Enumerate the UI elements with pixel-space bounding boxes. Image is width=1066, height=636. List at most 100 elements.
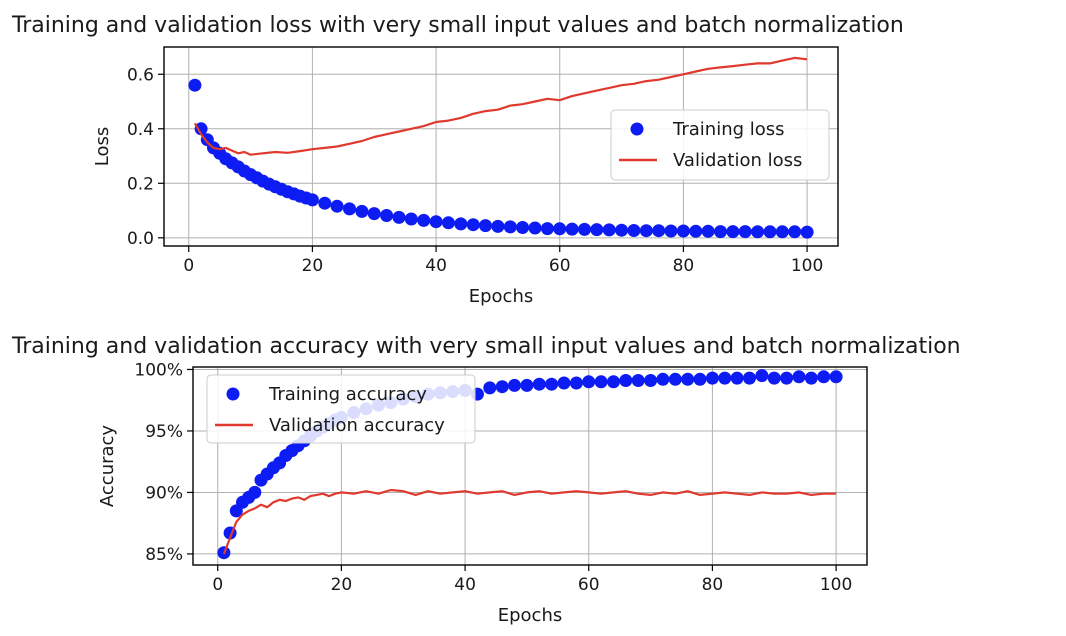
training-loss-point: [726, 225, 740, 239]
training-loss-point: [788, 225, 802, 239]
training-accuracy-point: [631, 374, 645, 387]
loss-plot-frame: [163, 46, 839, 247]
training-loss-point: [367, 207, 381, 221]
training-accuracy-point: [829, 370, 843, 384]
training-accuracy-point: [767, 371, 781, 385]
training-accuracy-point: [817, 370, 831, 384]
training-loss-legend-marker: [630, 122, 644, 136]
training-loss-point: [701, 224, 715, 238]
validation-accuracy-legend-label: Validation accuracy: [269, 415, 445, 436]
training-loss-point: [516, 221, 530, 234]
training-accuracy-point: [582, 375, 596, 389]
training-accuracy-point: [656, 372, 670, 386]
training-loss-point: [404, 212, 418, 226]
training-accuracy-point: [495, 380, 509, 394]
training-loss-point: [491, 219, 505, 233]
accuracy-y-tick-label: 100%: [134, 360, 183, 380]
loss-y-tick-label: 0.0: [127, 229, 154, 249]
training-loss-point: [553, 222, 567, 236]
accuracy-x-tick-label: 0: [212, 575, 223, 595]
accuracy-y-tick-label: 85%: [145, 545, 183, 565]
training-accuracy-point: [545, 377, 559, 391]
training-loss-point: [417, 213, 431, 227]
training-loss-point: [188, 78, 202, 92]
training-loss-point: [503, 220, 517, 234]
accuracy-y-tick-label: 90%: [145, 483, 183, 503]
training-loss-point: [689, 224, 703, 238]
training-loss-point: [738, 225, 752, 239]
training-loss-point: [763, 225, 777, 239]
loss-chart-title: Training and validation loss with very s…: [11, 13, 904, 38]
training-accuracy-point: [248, 485, 262, 499]
training-loss-point: [305, 193, 319, 207]
loss-x-axis-label: Epochs: [469, 286, 534, 307]
training-accuracy-point: [792, 370, 806, 384]
training-accuracy-point: [483, 381, 497, 395]
training-accuracy-point: [780, 371, 794, 385]
loss-legend-box: [610, 109, 830, 181]
validation-accuracy-line: [222, 488, 837, 555]
training-loss-point: [454, 217, 468, 231]
loss-y-tick-label: 0.6: [127, 65, 154, 85]
training-loss-point: [565, 222, 579, 236]
training-accuracy-point: [755, 369, 769, 383]
training-loss-point: [664, 224, 678, 238]
loss-x-tick-label: 100: [791, 256, 823, 276]
training-accuracy-point: [557, 376, 571, 390]
training-accuracy-point: [594, 375, 608, 389]
training-loss-point: [429, 215, 443, 229]
training-loss-point: [330, 199, 344, 213]
training-loss-point: [441, 216, 455, 230]
accuracy-x-tick-label: 40: [454, 575, 476, 595]
validation-loss-line: [193, 56, 808, 156]
training-accuracy-point: [644, 374, 658, 387]
accuracy-legend-box: [206, 374, 476, 444]
training-loss-point: [627, 224, 641, 237]
training-accuracy-point: [804, 371, 818, 385]
accuracy-legend: Training accuracy Validation accuracy: [206, 374, 476, 444]
training-loss-point: [466, 218, 480, 232]
training-accuracy-legend-label: Training accuracy: [268, 384, 427, 405]
training-accuracy-point: [532, 377, 546, 391]
training-accuracy-point: [508, 378, 521, 392]
training-loss-point: [194, 122, 208, 136]
training-loss-point: [578, 222, 591, 236]
training-accuracy-point: [693, 372, 707, 386]
training-accuracy-point: [730, 371, 744, 385]
loss-x-tick-label: 40: [425, 256, 447, 276]
accuracy-chart: Training and validation accuracy with ve…: [11, 334, 961, 626]
training-loss-point: [392, 210, 406, 224]
training-loss-point: [615, 223, 629, 237]
training-loss-point: [590, 223, 604, 237]
loss-chart: Training and validation loss with very s…: [11, 13, 904, 307]
training-loss-point: [800, 225, 814, 239]
training-loss-point: [602, 223, 616, 237]
accuracy-x-tick-label: 80: [702, 575, 724, 595]
training-accuracy-point: [569, 376, 583, 390]
accuracy-x-tick-label: 60: [578, 575, 600, 595]
loss-legend: Training loss Validation loss: [610, 109, 830, 181]
training-loss-point: [479, 219, 492, 233]
accuracy-x-tick-label: 20: [331, 575, 353, 595]
loss-x-tick-label: 0: [183, 256, 194, 276]
training-loss-legend-label: Training loss: [672, 119, 785, 140]
training-loss-point: [343, 202, 356, 216]
validation-loss-legend-label: Validation loss: [673, 150, 802, 171]
training-loss-point: [540, 222, 554, 236]
training-accuracy-point: [718, 371, 732, 385]
training-accuracy-point: [520, 378, 534, 392]
training-loss-point: [751, 225, 765, 239]
training-loss-point: [318, 196, 332, 210]
accuracy-y-axis-label: Accuracy: [97, 425, 118, 508]
training-accuracy-point: [607, 375, 620, 389]
training-accuracy-point: [743, 371, 756, 385]
loss-x-tick-label: 20: [302, 256, 324, 276]
training-loss-point: [380, 209, 394, 222]
training-accuracy-point: [668, 372, 682, 386]
training-loss-point: [639, 224, 653, 238]
training-accuracy-point: [681, 372, 695, 386]
loss-x-tick-label: 60: [549, 256, 571, 276]
training-loss-point: [652, 224, 666, 238]
loss-y-axis-label: Loss: [92, 127, 113, 166]
